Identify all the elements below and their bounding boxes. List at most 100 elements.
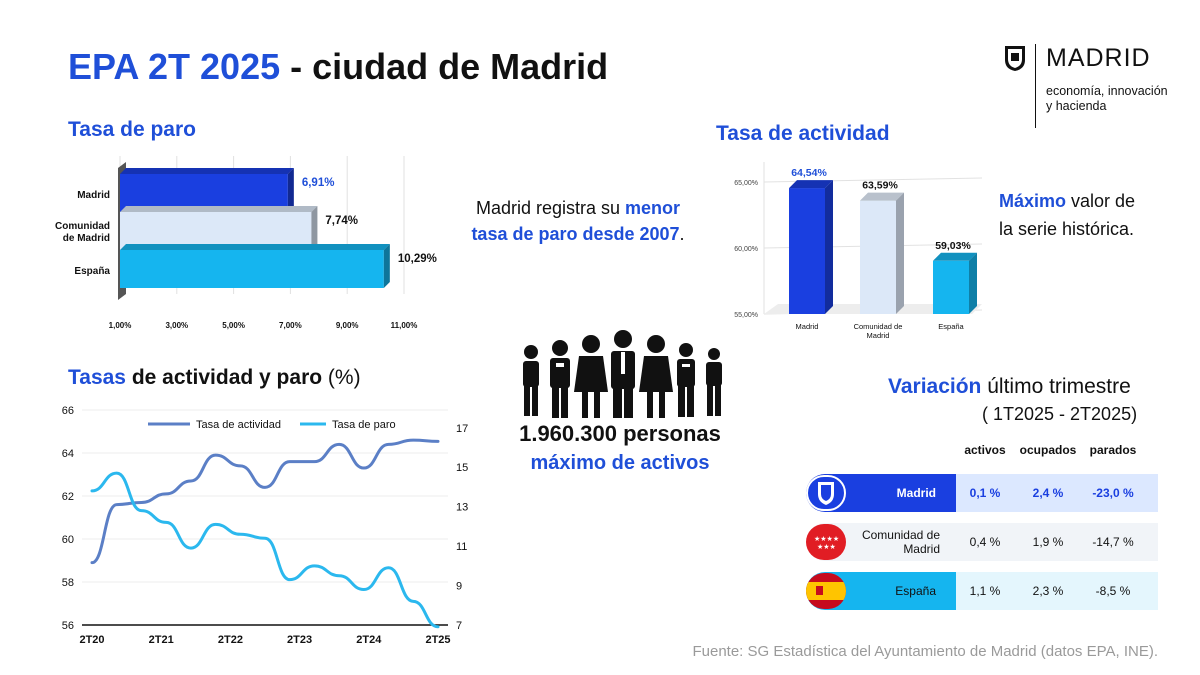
paro-section-title: Tasa de paro	[68, 118, 196, 141]
people-count: 1.960.300 personas	[519, 421, 721, 446]
cell-parados: -8,5 %	[1095, 584, 1131, 598]
col-activos: activos	[964, 443, 1006, 457]
variacion-section-title: Variación último trimestre	[888, 375, 1131, 399]
svg-text:★★★★: ★★★★	[814, 535, 839, 543]
paro-bar	[120, 174, 288, 212]
actividad-bar	[789, 188, 825, 314]
actividad-bar-top	[933, 252, 977, 261]
actividad-tick-label: 65,00%	[734, 180, 758, 187]
col-ocupados: ocupados	[1019, 443, 1077, 457]
paro-value-label: 6,91%	[302, 177, 335, 189]
paro-tick-label: 5,00%	[222, 321, 245, 330]
actividad-category-label: Madrid	[796, 322, 819, 331]
line-x-tick: 2T23	[287, 634, 312, 646]
actividad-bar	[933, 260, 969, 314]
variacion-word: Variación	[888, 375, 982, 398]
actividad-note-c: la serie histórica.	[999, 219, 1135, 239]
madrid-shield-icon	[806, 475, 846, 511]
actividad-category-label: Comunidad de	[854, 322, 903, 331]
line-right-tick: 15	[456, 462, 468, 474]
line-right-tick: 13	[456, 502, 468, 514]
cell-ocupados: 1,9 %	[1032, 535, 1064, 549]
line-right-tick: 7	[456, 620, 462, 632]
tasas-section-title: Tasas de actividad y paro (%)	[68, 366, 361, 390]
paro-bar-top	[120, 206, 318, 212]
actividad-category-label: Madrid	[867, 331, 890, 340]
paro-bar-side	[383, 244, 390, 288]
variacion-rest: último trimestre	[981, 375, 1131, 398]
cell-activos: 0,1 %	[969, 486, 1001, 500]
paro-note-a: Madrid registra su	[475, 198, 626, 218]
paro-value-label: 10,29%	[398, 253, 437, 265]
paro-tick-label: 9,00%	[336, 321, 359, 330]
paro-note: Madrid registra su menor tasa de paro de…	[440, 195, 716, 247]
actividad-bar-side	[896, 192, 904, 314]
cell-ocupados: 2,3 %	[1032, 584, 1064, 598]
paro-note-c: tasa de paro desde 2007	[471, 224, 680, 244]
paro-bar	[120, 250, 384, 288]
row-name: España	[895, 584, 936, 598]
page-title: EPA 2T 2025 - ciudad de Madrid	[68, 46, 608, 88]
line-left-tick: 64	[62, 448, 74, 460]
tasas-line-chart: 56 58 60 62 64 66 7 9 11 13 15 17 2T20 2T21 2T22 2T23 2T…	[62, 405, 469, 646]
source-note: Fuente: SG Estadística del Ayuntamiento …	[692, 643, 1158, 660]
paro-tick-label: 1,00%	[109, 321, 132, 330]
line-x-tick: 2T21	[149, 634, 174, 646]
legend-paro-label: Tasa de paro	[332, 419, 396, 431]
paro-tick-label: 11,00%	[391, 321, 418, 330]
people-pictogram-icon	[523, 330, 722, 418]
row-band	[806, 523, 1158, 561]
line-left-tick: 60	[62, 534, 74, 546]
paro-value-label: 7,74%	[325, 215, 358, 227]
people-label: máximo de activos	[530, 452, 710, 474]
row-band	[956, 474, 1158, 512]
actividad-note-b: valor de	[1066, 191, 1136, 211]
actividad-line	[90, 438, 440, 565]
paro-note-b: menor	[625, 198, 681, 218]
paro-category-label: Comunidad	[55, 221, 110, 232]
row-band	[956, 572, 1158, 610]
cell-ocupados: 2,4 %	[1032, 486, 1064, 500]
paro-line	[90, 471, 440, 629]
line-left-tick: 62	[62, 491, 74, 503]
title-period: EPA 2T 2025	[68, 46, 281, 87]
paro-bar-top	[120, 244, 390, 250]
actividad-value-label: 59,03%	[935, 240, 971, 252]
actividad-section-title: Tasa de actividad	[716, 122, 890, 145]
tasas-rest: de actividad y paro	[126, 366, 328, 389]
cell-parados: -14,7 %	[1092, 535, 1134, 549]
line-x-tick: 2T24	[356, 634, 382, 646]
madrid-shield-icon	[1004, 44, 1026, 72]
actividad-bar-side	[969, 252, 977, 314]
actividad-chart: 55,00% 60,00% 65,00% 64,54% Madrid 63,59% Comu…	[734, 162, 983, 340]
table-row: Madrid 0,1 % 2,4 % -23,0 %	[806, 474, 1158, 512]
cell-parados: -23,0 %	[1092, 486, 1134, 500]
row-name: Comunidad de Madrid	[861, 528, 940, 556]
line-x-tick: 2T22	[218, 634, 243, 646]
paro-tick-label: 3,00%	[165, 321, 188, 330]
svg-text:★★★: ★★★	[817, 543, 836, 551]
line-left-tick: 66	[62, 405, 74, 417]
line-x-tick: 2T20	[79, 634, 104, 646]
logo-wordmark: MADRID	[1046, 44, 1151, 72]
actividad-value-label: 63,59%	[862, 180, 898, 192]
actividad-bar-side	[825, 180, 833, 314]
variacion-period: ( 1T2025 - 2T2025)	[982, 404, 1138, 424]
paro-chart: 1,00% 3,00% 5,00% 7,00% 9,00% 11,00% 6,91% Madr…	[55, 156, 437, 330]
actividad-bar	[860, 200, 896, 314]
paro-note-d: .	[679, 224, 685, 244]
col-parados: parados	[1089, 443, 1137, 457]
actividad-bar-top	[860, 192, 904, 201]
spain-flag-icon	[806, 573, 846, 609]
tasas-word: Tasas	[68, 366, 126, 389]
actividad-value-label: 64,54%	[791, 167, 827, 179]
line-x-tick: 2T25	[425, 634, 450, 646]
paro-tick-label: 7,00%	[279, 321, 302, 330]
actividad-tick-label: 55,00%	[734, 312, 758, 319]
logo-divider	[1035, 44, 1036, 128]
line-right-tick: 17	[456, 423, 468, 435]
paro-category-label: España	[74, 266, 110, 277]
line-right-tick: 9	[456, 581, 462, 593]
paro-bar	[120, 212, 312, 250]
table-row: España 1,1 % 2,3 % -8,5 %	[806, 572, 1158, 610]
